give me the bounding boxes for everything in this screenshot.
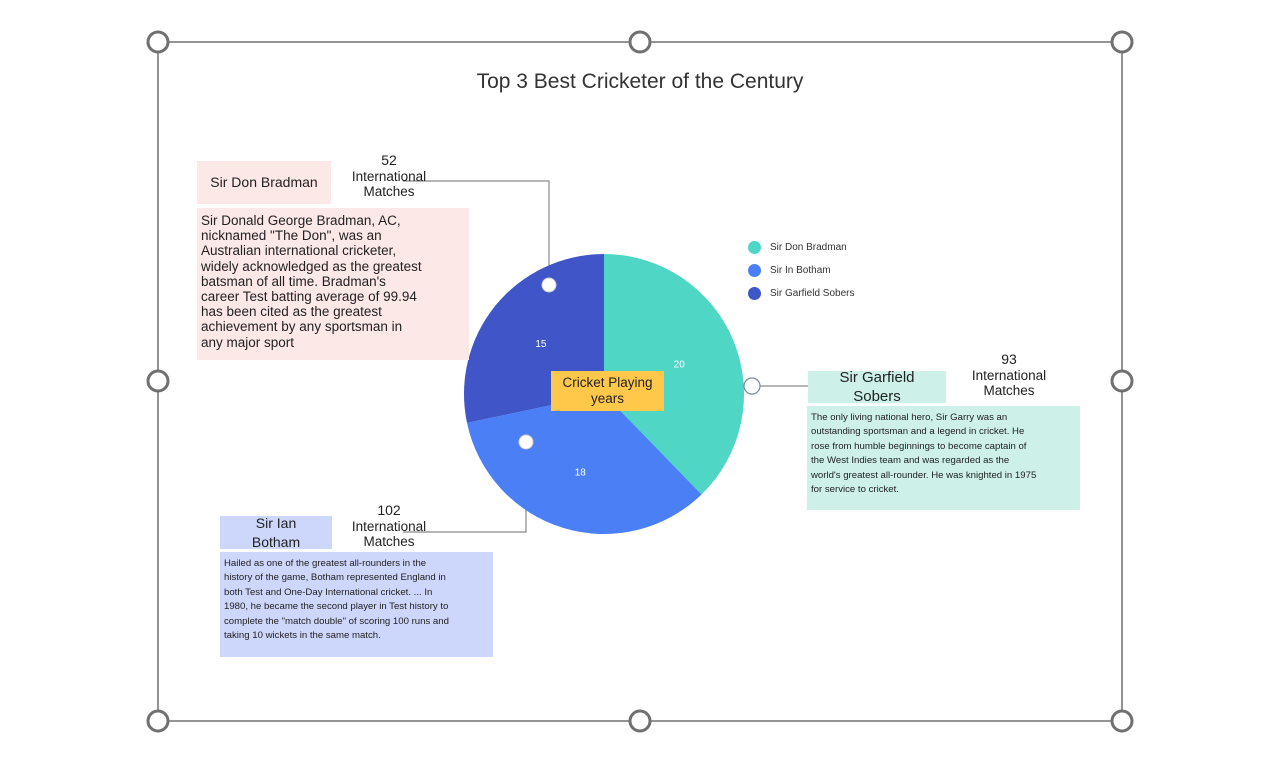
sobers-name-label: Sir Garfield Sobers — [808, 369, 946, 405]
slice-bradman — [604, 254, 744, 495]
sobers-description: The only living national hero, Sir Garry… — [807, 406, 1080, 510]
resize-handle[interactable] — [1110, 369, 1134, 393]
center-label: Cricket Playing years — [551, 371, 664, 411]
resize-handle[interactable] — [628, 709, 652, 733]
bradman-description: Sir Donald George Bradman, AC, nicknamed… — [197, 208, 469, 360]
slice-value-label: 15 — [535, 339, 547, 350]
resize-handle[interactable] — [146, 709, 170, 733]
sobers-anchor — [743, 377, 761, 395]
resize-handle[interactable] — [146, 369, 170, 393]
resize-handle[interactable] — [1110, 709, 1134, 733]
bradman-matches-label: International Matches — [351, 168, 427, 200]
botham-anchor — [518, 434, 534, 450]
legend-label-botham: Sir In Botham — [770, 265, 831, 276]
botham-matches-label: International Matches — [351, 518, 427, 550]
slice-value-label: 18 — [575, 468, 587, 479]
legend-item-botham: Sir In Botham — [748, 259, 854, 282]
bradman-name-label: Sir Don Bradman — [197, 161, 331, 204]
legend-dot-sobers — [748, 287, 761, 300]
bradman-connector — [403, 180, 550, 285]
legend-label-bradman: Sir Don Bradman — [770, 242, 847, 253]
sobers-matches: 93 International Matches — [953, 351, 1065, 399]
chart-title: Top 3 Best Cricketer of the Century — [476, 70, 804, 93]
legend-item-sobers: Sir Garfield Sobers — [748, 282, 854, 305]
sobers-matches-label: International Matches — [971, 367, 1047, 399]
legend: Sir Don Bradman Sir In Botham Sir Garfie… — [748, 236, 854, 305]
resize-handle[interactable] — [1110, 30, 1134, 54]
slice-value-label: 20 — [674, 359, 686, 370]
legend-label-sobers: Sir Garfield Sobers — [770, 288, 855, 299]
botham-description: Hailed as one of the greatest all-rounde… — [220, 552, 493, 657]
botham-name-label: Sir Ian Botham — [220, 515, 332, 550]
bradman-matches-count: 52 — [381, 152, 397, 168]
resize-handle[interactable] — [146, 30, 170, 54]
legend-item-bradman: Sir Don Bradman — [748, 236, 854, 259]
resize-handle[interactable] — [628, 30, 652, 54]
botham-matches-count: 102 — [377, 502, 401, 518]
legend-dot-bradman — [748, 241, 761, 254]
bradman-matches: 52 International Matches — [333, 152, 445, 200]
botham-matches: 102 International Matches — [333, 502, 445, 550]
sobers-matches-count: 93 — [1001, 351, 1017, 367]
legend-dot-botham — [748, 264, 761, 277]
bradman-anchor — [541, 277, 557, 293]
slice-botham — [467, 394, 702, 534]
